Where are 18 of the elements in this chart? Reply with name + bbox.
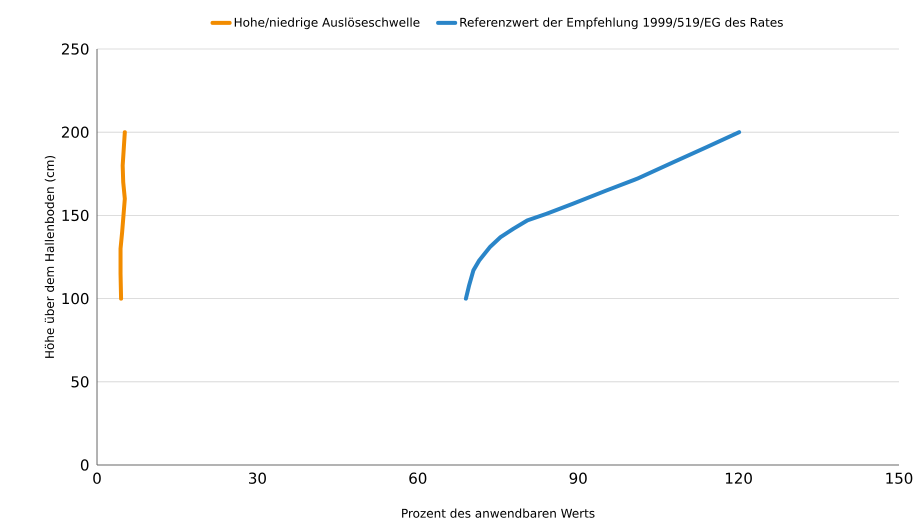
- x-tick-label: 0: [93, 472, 101, 484]
- x-axis-title: Prozent des anwendbaren Werts: [402, 508, 595, 518]
- y-axis-title: Höhe über dem Hallenboden (cm): [44, 156, 56, 358]
- y-tick-label: 50: [72, 376, 88, 388]
- x-tick-label: 150: [886, 472, 912, 484]
- line-series: [464, 130, 742, 301]
- x-tick-label: 90: [570, 472, 587, 484]
- y-tick-label: 150: [62, 210, 88, 222]
- legend-label: Referenzwert der Empfehlung 1999/519/EG des Rates: [460, 18, 783, 30]
- y-tick-label: 100: [62, 292, 88, 304]
- x-tick-label: 60: [409, 472, 426, 484]
- legend-label: Hohe/niedrige Auslöseschwelle: [234, 18, 420, 30]
- y-tick-label: 250: [62, 43, 88, 55]
- line-series: [118, 130, 127, 301]
- x-tick-label: 30: [249, 472, 266, 484]
- y-tick-label: 200: [62, 126, 88, 138]
- y-tick-label: 0: [80, 459, 88, 471]
- x-tick-label: 120: [726, 472, 752, 484]
